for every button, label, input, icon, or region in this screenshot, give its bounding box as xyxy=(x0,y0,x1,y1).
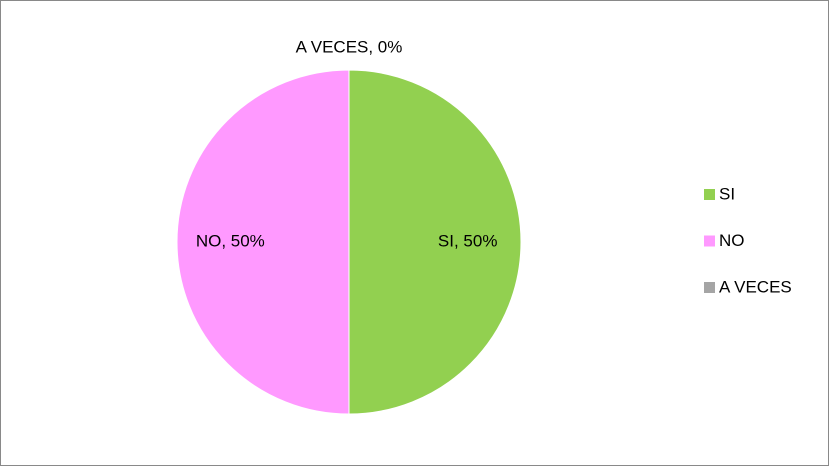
data-label: SI, 50% xyxy=(438,231,498,250)
legend-label: NO xyxy=(719,231,745,250)
data-label: NO, 50% xyxy=(196,231,265,250)
pie-slice xyxy=(176,69,350,415)
legend-label: A VECES xyxy=(719,277,792,296)
legend-label: SI xyxy=(719,184,735,203)
legend-swatch xyxy=(704,282,715,293)
legend-swatch xyxy=(704,189,715,200)
legend-swatch xyxy=(704,235,715,247)
pie-slice xyxy=(348,69,522,415)
data-label: A VECES, 0% xyxy=(296,37,403,56)
